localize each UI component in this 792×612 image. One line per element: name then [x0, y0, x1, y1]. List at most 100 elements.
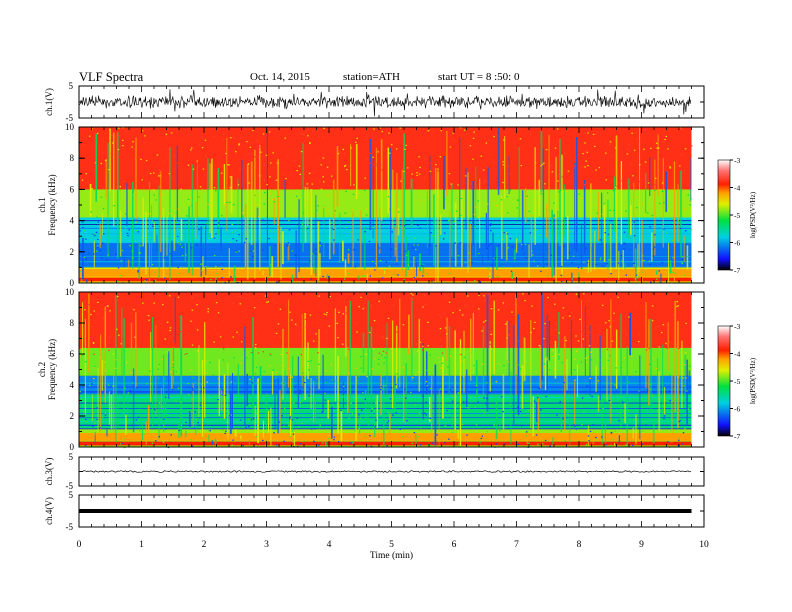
ch1-speckle: [411, 173, 413, 175]
ch1-speckle: [308, 172, 311, 174]
ch1-speckle: [309, 142, 311, 144]
ch2-speckle: [118, 334, 120, 336]
ch2-speckle: [318, 304, 320, 307]
ch1-speckle: [654, 234, 656, 236]
ch1-speckle: [152, 172, 155, 174]
ch2-speckle: [463, 326, 466, 328]
x-tick-label: 6: [452, 540, 457, 550]
ch2-speckle: [88, 304, 90, 306]
ch2-speckle: [424, 412, 426, 414]
ch2-speckle: [253, 307, 256, 309]
ch1-speckle: [333, 168, 335, 170]
ch2-speckle: [413, 432, 416, 434]
ch2-speckle: [463, 356, 466, 358]
ch2-speckle: [191, 377, 194, 379]
ch2-speckle: [418, 412, 421, 415]
y-tick-label: 5: [69, 452, 74, 462]
ch1-speckle: [545, 149, 548, 151]
ch1-speckle: [626, 153, 629, 155]
ch2-speckle: [209, 430, 212, 432]
ch2-speckle: [620, 367, 622, 369]
ch1-speckle: [173, 155, 175, 157]
ch2-speckle: [630, 440, 633, 442]
ch2-speckle: [425, 369, 428, 371]
ch2-speckle: [424, 303, 427, 306]
ch2-speckle: [646, 389, 649, 391]
ch2-speckle: [516, 340, 519, 342]
ch1-speckle: [126, 232, 129, 235]
ch2-speckle: [342, 396, 344, 398]
ch1-speckle: [132, 190, 134, 192]
ch2-speckle: [318, 428, 320, 431]
ch1-speckle: [312, 130, 315, 132]
ch1-speckle: [234, 230, 237, 232]
ch1-speckle: [101, 257, 103, 260]
ch1-speckle: [262, 219, 264, 221]
ch1-speckle: [659, 202, 661, 205]
ch1-speckle: [175, 131, 178, 133]
ch3-waveform-trace: [78, 470, 692, 473]
ch1-speckle: [110, 211, 112, 213]
ch2-speckle: [522, 293, 524, 295]
ch1-speckle: [354, 267, 357, 269]
ch2-speckle: [621, 401, 624, 403]
ch2-speckle: [289, 377, 291, 379]
ch1-speckle: [372, 156, 374, 158]
ch1-speckle: [394, 239, 397, 241]
ch2-speckle: [382, 337, 385, 339]
ch2-speckle: [298, 334, 301, 336]
ch2-speckle: [262, 351, 265, 353]
ch1-speckle: [635, 224, 637, 226]
ch1-speckle: [625, 210, 627, 212]
ch1-speckle: [322, 135, 324, 138]
ch1-speckle: [205, 265, 207, 268]
ch2-speckle: [658, 393, 660, 395]
ch2-speckle: [102, 317, 105, 319]
ch1-speckle: [268, 131, 271, 133]
ch1-speckle: [636, 207, 638, 209]
ch2-speckle: [370, 305, 372, 307]
ch1-speckle: [138, 156, 141, 159]
ch1-speckle: [270, 162, 272, 164]
ch2-speckle: [422, 345, 424, 348]
ch2-speckle: [335, 380, 337, 382]
ch2-speckle: [362, 308, 364, 310]
ch1-speckle: [278, 143, 280, 145]
ch2-speckle: [196, 329, 199, 331]
ch2-speckle: [511, 311, 513, 313]
ch1-speckle: [315, 248, 317, 250]
ch1-speckle: [536, 265, 539, 267]
ch2-speckle: [649, 363, 651, 365]
colorbar-tick-label: -3: [734, 322, 740, 331]
ch1-speckle: [654, 189, 656, 191]
ch1-speckle: [659, 189, 661, 191]
ch1-speckle: [488, 275, 490, 277]
ch1-speckle: [520, 243, 523, 246]
ch1-speckle: [582, 153, 584, 155]
ch2-speckle: [519, 368, 522, 370]
ch1-speckle: [344, 212, 346, 214]
ch1-speckle: [295, 195, 298, 197]
ch2-speckle: [194, 327, 197, 329]
ch2-speckle: [186, 352, 188, 355]
ch1-speckle: [560, 266, 563, 268]
ch1-speckle: [650, 147, 652, 149]
ch2-speckle: [575, 335, 577, 337]
ch1-speckle: [422, 265, 425, 267]
ch1-speckle: [529, 133, 532, 135]
y-tick-label: 4: [70, 380, 75, 390]
ch1-speckle: [493, 199, 496, 202]
x-axis-label: Time (min): [370, 550, 413, 561]
ch2-speckle: [367, 332, 370, 334]
ch2-speckle: [395, 331, 398, 333]
y-tick-label: 0: [70, 442, 75, 452]
ch2-speckle: [266, 301, 268, 303]
ch2-speckle: [225, 422, 227, 424]
ch2-speckle: [185, 421, 187, 424]
ch2-speckle: [284, 408, 286, 410]
ch1-speckle: [210, 278, 212, 281]
ch1-speckle: [662, 141, 665, 143]
ch1-speckle: [608, 143, 611, 146]
ch2-speckle: [130, 372, 132, 374]
ch2-speckle: [381, 335, 384, 338]
